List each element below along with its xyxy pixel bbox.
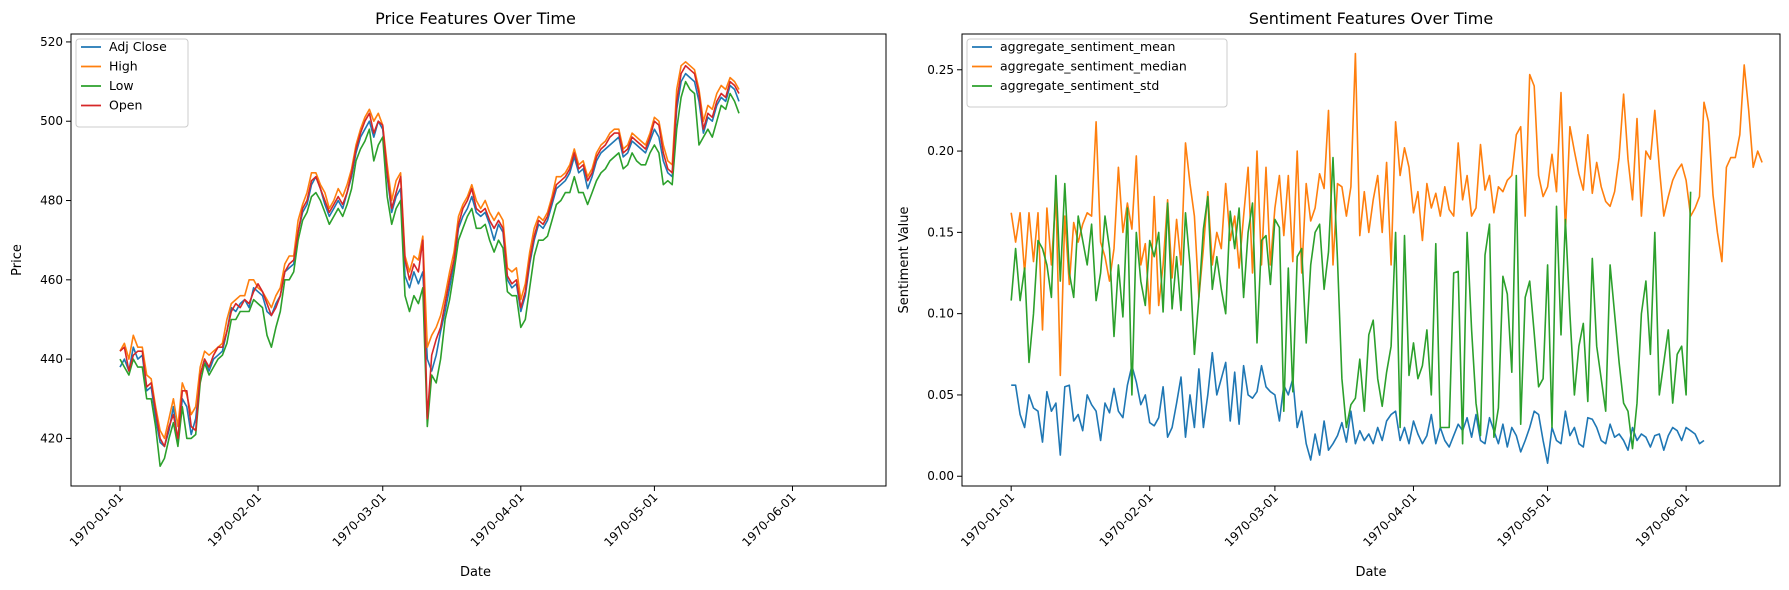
series-line-aggregate-sentiment-mean [1011, 351, 1705, 465]
legend-label: aggregate_sentiment_std [1000, 78, 1159, 93]
y-tick-label: 0.10 [927, 307, 954, 321]
chart-title: Sentiment Features Over Time [1249, 9, 1493, 28]
legend: Adj Close High Low Open [75, 38, 189, 128]
y-tick-label: 480 [40, 194, 63, 208]
series-line-high [119, 60, 740, 440]
y-tick-label: 0.05 [927, 388, 954, 402]
legend-box [966, 38, 1228, 108]
y-tick-label: 500 [40, 114, 63, 128]
legend-label: Low [109, 78, 134, 93]
y-tick-label: 0.15 [927, 225, 954, 239]
y-axis-label: Price [10, 244, 25, 276]
chart-title: Price Features Over Time [375, 9, 576, 28]
legend-label: Open [109, 98, 142, 113]
y-tick-label: 0.25 [927, 63, 954, 77]
series-line-aggregate-sentiment-median [1010, 52, 1763, 377]
y-tick-label: 460 [40, 273, 63, 287]
x-axis-label: Date [1355, 565, 1386, 580]
y-tick-label: 440 [40, 352, 63, 366]
legend-label: aggregate_sentiment_mean [1000, 39, 1175, 54]
series-line-aggregate-sentiment-std [1010, 156, 1692, 450]
plot-frame [70, 33, 887, 487]
y-axis-label: Sentiment Value [897, 206, 912, 313]
legend: aggregate_sentiment_mean aggregate_sentim… [966, 38, 1228, 108]
plot-frame [961, 33, 1781, 487]
x-axis-label: Date [460, 565, 491, 580]
y-tick-label: 420 [40, 431, 63, 445]
legend-label: aggregate_sentiment_median [1000, 59, 1187, 74]
legend-label: High [109, 59, 138, 74]
series-line-adj-close [119, 72, 740, 448]
y-tick-label: 520 [40, 35, 63, 49]
series-line-low [119, 80, 740, 468]
legend-label: Adj Close [109, 39, 167, 54]
legend-box [75, 38, 189, 128]
series-line-open [119, 64, 740, 448]
y-tick-label: 0.20 [927, 144, 954, 158]
y-tick-label: 0.00 [927, 469, 954, 483]
